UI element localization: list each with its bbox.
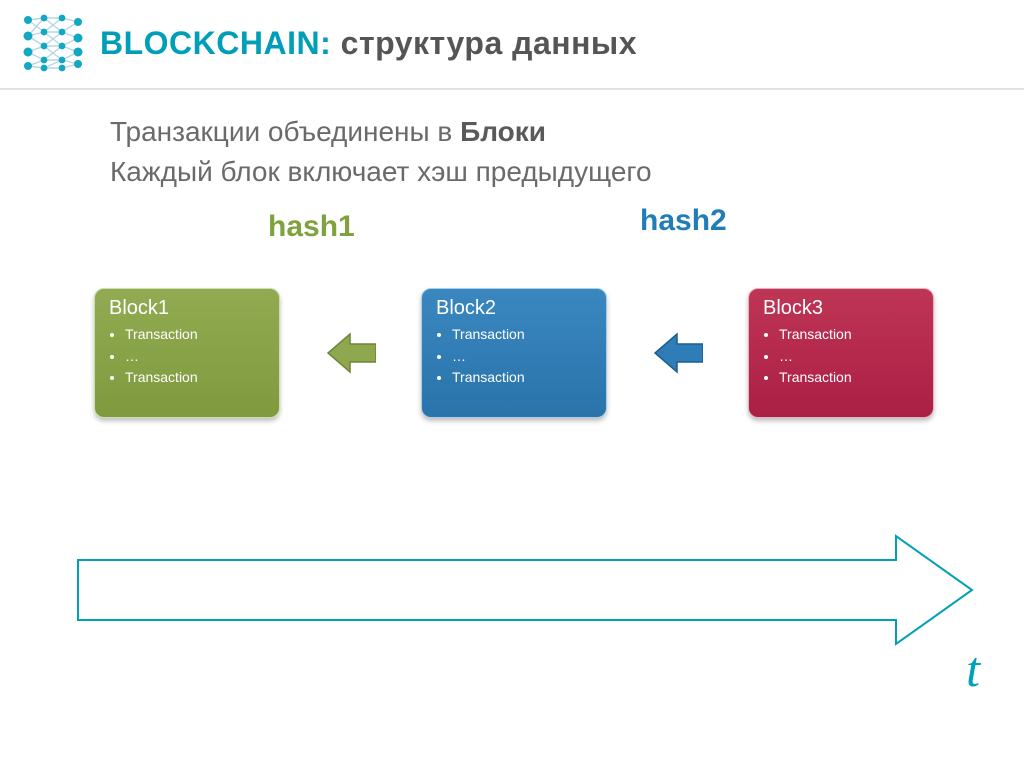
intro-line1a: Транзакции объединены в: [110, 116, 460, 147]
intro-line-2: Каждый блок включает хэш предыдущего: [110, 152, 1024, 192]
list-item: …: [779, 346, 921, 368]
block2: Block2 Transaction … Transaction: [421, 288, 607, 418]
timeline-arrow-icon: [76, 530, 976, 650]
title-blockchain: BLOCKCHAIN:: [100, 25, 331, 61]
block3-title: Block3: [763, 297, 921, 320]
arrow-left-icon: [326, 330, 376, 376]
list-item: Transaction: [779, 324, 921, 346]
time-axis-label: t: [966, 640, 980, 698]
list-item: …: [125, 346, 267, 368]
list-item: …: [452, 346, 594, 368]
block1-title: Block1: [109, 297, 267, 320]
network-icon: [18, 12, 90, 74]
blocks-row: Block1 Transaction … Transaction Block2 …: [94, 288, 934, 418]
title-rest: структура данных: [331, 25, 637, 61]
block2-items: Transaction … Transaction: [452, 324, 594, 389]
block1-items: Transaction … Transaction: [125, 324, 267, 389]
list-item: Transaction: [452, 324, 594, 346]
intro-text: Транзакции объединены в Блоки Каждый бло…: [110, 112, 1024, 192]
block2-title: Block2: [436, 297, 594, 320]
list-item: Transaction: [125, 367, 267, 389]
slide-title: BLOCKCHAIN: структура данных: [100, 25, 637, 62]
list-item: Transaction: [452, 367, 594, 389]
list-item: Transaction: [125, 324, 267, 346]
hash1-label: hash1: [268, 210, 355, 244]
intro-line1b: Блоки: [460, 116, 546, 147]
list-item: Transaction: [779, 367, 921, 389]
block1: Block1 Transaction … Transaction: [94, 288, 280, 418]
block3-items: Transaction … Transaction: [779, 324, 921, 389]
hash-labels: hash1 hash2: [0, 210, 1024, 260]
slide-header: BLOCKCHAIN: структура данных: [0, 0, 1024, 90]
arrow-left-icon: [653, 330, 703, 376]
intro-line-1: Транзакции объединены в Блоки: [110, 112, 1024, 152]
block3: Block3 Transaction … Transaction: [748, 288, 934, 418]
hash2-label: hash2: [640, 204, 727, 238]
